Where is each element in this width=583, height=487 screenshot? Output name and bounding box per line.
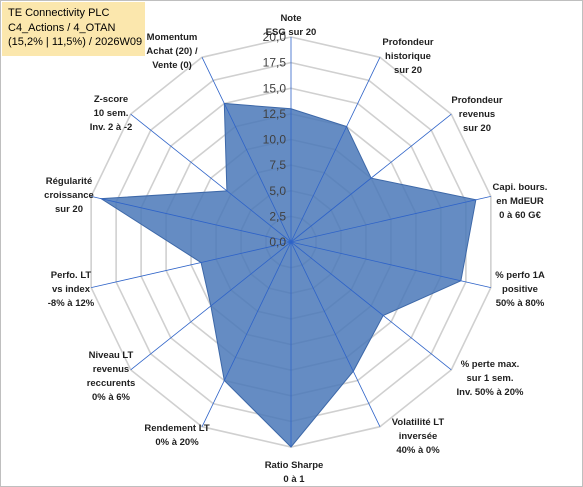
axis-label-0-line-1: ESG sur 20 — [266, 27, 317, 38]
radar-spokes — [91, 37, 491, 447]
spoke-11 — [91, 195, 292, 243]
axis-label-3: Capi. bours. en MdEUR 0 à 60 G€ — [493, 182, 548, 221]
spoke-3 — [290, 195, 491, 243]
axis-label-10-line-0: Perfo. LT — [51, 270, 92, 281]
axis-label-10-line-2: -8% à 12% — [48, 298, 95, 309]
axis-label-7-line-1: 0 à 1 — [283, 474, 305, 485]
tick-label-4: 10,0 — [263, 133, 287, 147]
axis-label-9-line-0: Niveau LT — [89, 350, 134, 361]
axis-label-13-line-2: Vente (0) — [152, 60, 192, 71]
axis-label-4-line-1: positive — [502, 284, 538, 295]
axis-label-2-line-1: revenus — [459, 109, 495, 120]
tick-label-8: 20,0 — [263, 30, 287, 44]
axis-label-1-line-1: historique — [385, 51, 431, 62]
axis-label-1: Profondeur historique sur 20 — [382, 37, 433, 76]
spoke-4 — [290, 241, 491, 289]
axis-label-4-line-0: % perfo 1A — [495, 270, 545, 281]
axis-label-11-line-1: croissance — [44, 190, 94, 201]
spoke-13 — [201, 57, 292, 243]
axis-label-1-line-2: sur 20 — [394, 65, 422, 76]
axis-label-2-line-2: sur 20 — [463, 123, 491, 134]
tick-label-5: 12,5 — [263, 107, 287, 121]
axis-label-12-line-2: Inv. 2 à -2 — [90, 122, 133, 133]
axis-label-8-line-1: 0% à 20% — [155, 437, 199, 448]
axis-label-8-line-0: Rendement LT — [144, 423, 209, 434]
header-company-name: TE Connectivity PLC — [8, 7, 110, 19]
axis-label-2-line-0: Profondeur — [451, 95, 502, 106]
axis-label-13: Momentum Achat (20) / Vente (0) — [146, 32, 198, 71]
axis-label-1-line-0: Profondeur — [382, 37, 433, 48]
axis-label-8: Rendement LT 0% à 20% — [144, 423, 209, 448]
tick-label-1: 2,5 — [269, 209, 286, 223]
axis-label-9-line-1: revenus — [93, 364, 129, 375]
chart-header: TE Connectivity PLC C4_Actions / 4_OTAN … — [2, 2, 145, 56]
axis-label-5-line-0: % perte max. — [461, 359, 520, 370]
axis-label-13-line-1: Achat (20) / — [146, 46, 198, 57]
axis-label-12-line-0: Z-score — [94, 94, 128, 105]
axis-label-0: Note ESG sur 20 — [266, 13, 317, 38]
axis-label-11-line-0: Régularité — [46, 176, 92, 187]
header-stats: (15,2% | 11,5%) / 2026W09 — [8, 36, 143, 48]
axis-label-3-line-1: en MdEUR — [496, 196, 544, 207]
axis-label-6-line-0: Volatilité LT — [392, 417, 445, 428]
axis-label-3-line-0: Capi. bours. — [493, 182, 548, 193]
axis-label-12-line-1: 10 sem. — [94, 108, 129, 119]
tick-label-7: 17,5 — [263, 56, 287, 70]
axis-label-9-line-3: 0% à 6% — [92, 392, 131, 403]
tick-label-2: 5,0 — [269, 184, 286, 198]
axis-label-4-line-2: 50% à 80% — [496, 298, 545, 309]
axis-label-2: Profondeur revenus sur 20 — [451, 95, 502, 134]
tick-label-6: 15,0 — [263, 81, 287, 95]
axis-label-3-line-2: 0 à 60 G€ — [499, 210, 541, 221]
radar-axis-labels: Note ESG sur 20 Profondeur historique sur 20… — [44, 13, 547, 485]
axis-label-5: % perte max. sur 1 sem. Inv. 50% à 20% — [457, 359, 524, 398]
axis-label-10-line-1: vs index — [52, 284, 91, 295]
axis-label-5-line-2: Inv. 50% à 20% — [457, 387, 524, 398]
spoke-8 — [201, 241, 292, 427]
axis-label-9-line-2: reccurents — [87, 378, 136, 389]
spoke-9 — [130, 241, 292, 371]
spoke-6 — [290, 241, 381, 427]
spoke-10 — [91, 241, 292, 289]
axis-label-0-line-0: Note — [280, 13, 301, 24]
axis-label-11-line-2: sur 20 — [55, 204, 83, 215]
axis-label-7: Ratio Sharpe 0 à 1 — [265, 460, 324, 485]
spoke-5 — [290, 241, 452, 371]
axis-label-6-line-1: inversée — [399, 431, 438, 442]
tick-label-0: 0,0 — [269, 235, 286, 249]
axis-label-12: Z-score 10 sem. Inv. 2 à -2 — [90, 94, 133, 133]
axis-label-9: Niveau LT revenus reccurents 0% à 6% — [87, 350, 136, 403]
spoke-12 — [130, 113, 292, 243]
axis-label-5-line-1: sur 1 sem. — [467, 373, 514, 384]
axis-label-4: % perfo 1A positive 50% à 80% — [495, 270, 545, 309]
axis-label-6: Volatilité LT inversée 40% à 0% — [392, 417, 445, 456]
axis-label-10: Perfo. LT vs index -8% à 12% — [48, 270, 95, 309]
spoke-2 — [290, 113, 452, 243]
tick-label-3: 7,5 — [269, 158, 286, 172]
axis-label-7-line-0: Ratio Sharpe — [265, 460, 324, 471]
axis-label-13-line-0: Momentum — [147, 32, 198, 43]
axis-label-6-line-2: 40% à 0% — [396, 445, 440, 456]
axis-label-11: Régularité croissance sur 20 — [44, 176, 94, 215]
radar-tick-labels: 0,0 2,5 5,0 7,5 10,0 12,5 15,0 17,5 20,0 — [263, 30, 287, 249]
header-category: C4_Actions / 4_OTAN — [8, 21, 116, 34]
spoke-1 — [290, 57, 381, 243]
